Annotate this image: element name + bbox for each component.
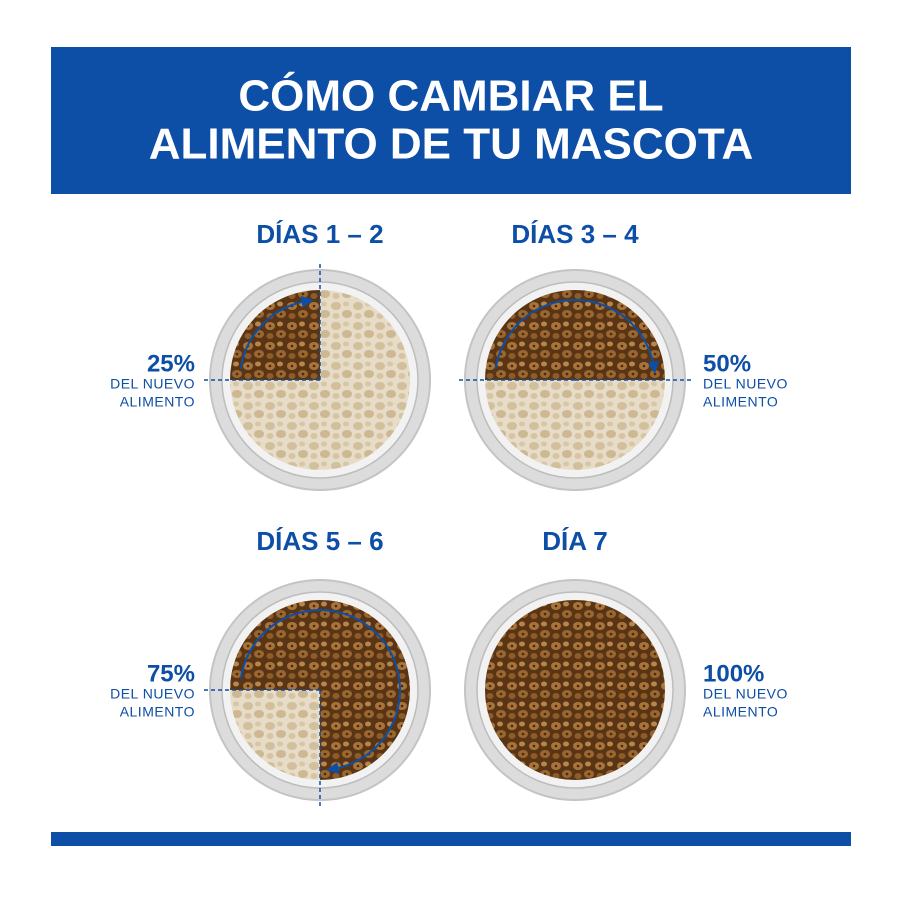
caption: ALIMENTO — [120, 704, 195, 720]
header-band — [51, 47, 851, 194]
percent-label: 100% — [703, 660, 764, 687]
caption: ALIMENTO — [120, 394, 195, 410]
percent-label: 50% — [703, 350, 751, 377]
progress-arrow — [239, 609, 401, 775]
panel-heading: DÍAS 1 – 2 — [256, 219, 383, 249]
title-line: ALIMENTO DE TU MASCOTA — [149, 120, 754, 169]
caption: ALIMENTO — [703, 394, 778, 410]
new-food — [485, 600, 665, 780]
caption: DEL NUEVO — [110, 686, 195, 702]
caption: DEL NUEVO — [703, 686, 788, 702]
panel-heading: DÍA 7 — [542, 526, 608, 556]
footer-band — [51, 832, 851, 846]
title-line: CÓMO CAMBIAR EL — [238, 71, 663, 121]
caption: DEL NUEVO — [110, 376, 195, 392]
progress-arrow — [239, 295, 314, 370]
panel-heading: DÍAS 3 – 4 — [511, 219, 639, 249]
new-food — [230, 290, 320, 380]
panel-heading: DÍAS 5 – 6 — [256, 526, 383, 556]
percent-label: 75% — [147, 660, 195, 687]
new-food — [485, 290, 665, 380]
progress-arrow — [494, 299, 660, 374]
caption: DEL NUEVO — [703, 376, 788, 392]
percent-label: 25% — [147, 350, 195, 377]
caption: ALIMENTO — [703, 704, 778, 720]
